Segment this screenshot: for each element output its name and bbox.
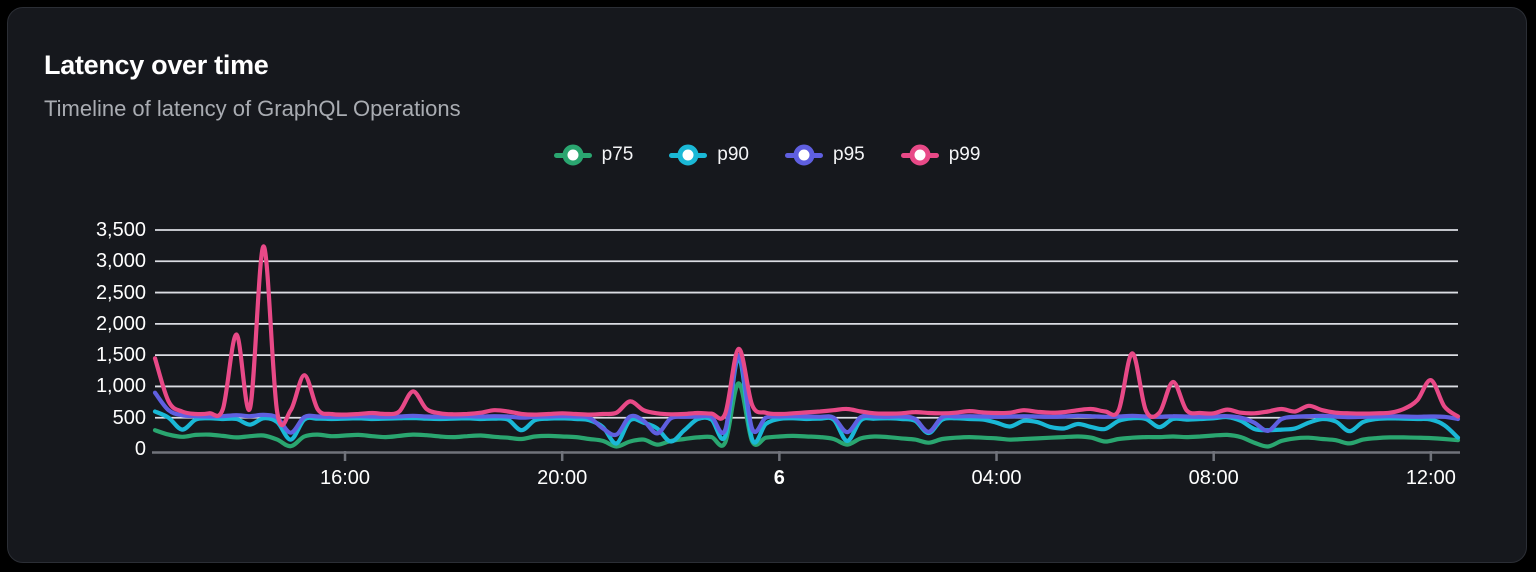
series-line-p90 <box>152 355 1461 446</box>
legend-marker-icon <box>669 143 708 167</box>
legend-marker-icon <box>553 143 592 167</box>
legend-item-p99[interactable]: p99 <box>900 143 981 167</box>
series-line-p95 <box>152 352 1461 438</box>
y-axis-label: 3,000 <box>95 250 146 273</box>
legend-item-p90[interactable]: p90 <box>669 143 749 167</box>
y-axis-label: 1,500 <box>95 344 146 367</box>
y-axis-label: 0 <box>134 438 146 460</box>
legend-marker-icon <box>900 143 939 167</box>
legend-label: p99 <box>948 144 981 165</box>
y-axis-label: 2,000 <box>95 312 146 335</box>
x-axis-label: 6 <box>773 467 785 489</box>
series-line-p99 <box>152 244 1461 428</box>
y-axis-label: 2,500 <box>95 281 146 304</box>
legend-item-p75[interactable]: p75 <box>553 143 634 167</box>
y-axis-label: 3,500 <box>95 219 146 241</box>
y-axis-label: 1,000 <box>95 375 146 398</box>
legend-label: p90 <box>717 144 749 165</box>
x-axis-label: 12:00 <box>1405 467 1456 489</box>
chart-legend: p75 p90 p95 p99 <box>8 142 1526 168</box>
chart-title: Latency over time <box>44 50 269 80</box>
x-axis-label: 20:00 <box>537 467 588 489</box>
x-axis-label: 08:00 <box>1188 467 1239 489</box>
x-axis-label: 04:00 <box>971 467 1022 489</box>
legend-label: p95 <box>833 144 865 165</box>
chart-subtitle: Timeline of latency of GraphQL Operation… <box>44 96 461 121</box>
y-axis-label: 500 <box>112 406 146 429</box>
legend-marker-icon <box>785 143 823 167</box>
series-line-p75 <box>152 381 1461 449</box>
legend-label: p75 <box>601 144 634 165</box>
legend-item-p95[interactable]: p95 <box>785 143 865 167</box>
x-axis-label: 16:00 <box>319 467 371 489</box>
